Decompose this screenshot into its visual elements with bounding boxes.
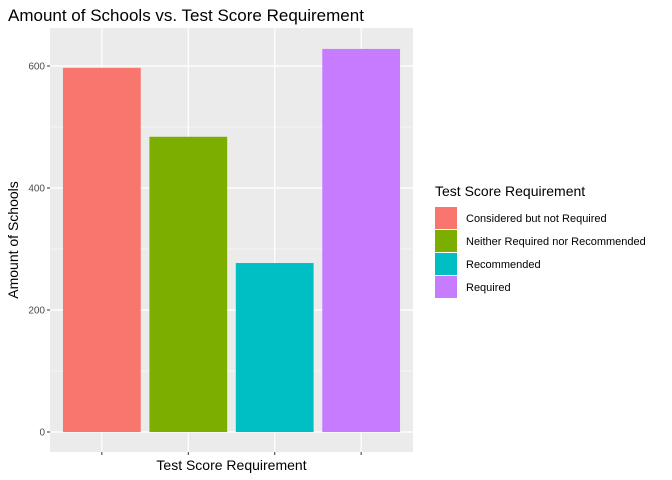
- legend-key: [435, 276, 457, 298]
- legend-label: Recommended: [466, 259, 541, 271]
- chart-title: Amount of Schools vs. Test Score Require…: [8, 6, 364, 25]
- bar-neither-required-nor-recommended: [149, 136, 228, 432]
- legend-key: [435, 207, 457, 229]
- x-axis-label: Test Score Requirement: [156, 457, 306, 473]
- legend-label: Considered but not Required: [466, 213, 607, 225]
- bar-recommended: [235, 263, 314, 432]
- legend-label: Neither Required nor Recommended: [466, 236, 646, 248]
- legend-key: [435, 230, 457, 252]
- bar-required: [322, 48, 401, 433]
- legend-title: Test Score Requirement: [435, 183, 585, 199]
- legend: Test Score Requirement Considered but no…: [435, 183, 646, 298]
- y-tick-label: 200: [28, 306, 45, 317]
- legend-key: [435, 253, 457, 275]
- y-tick-label: 400: [28, 184, 45, 195]
- y-tick-label: 0: [39, 428, 45, 439]
- legend-label: Required: [466, 282, 511, 294]
- bar-considered-but-not-required: [62, 67, 141, 432]
- y-axis-label: Amount of Schools: [5, 181, 21, 299]
- y-tick-label: 600: [28, 62, 45, 73]
